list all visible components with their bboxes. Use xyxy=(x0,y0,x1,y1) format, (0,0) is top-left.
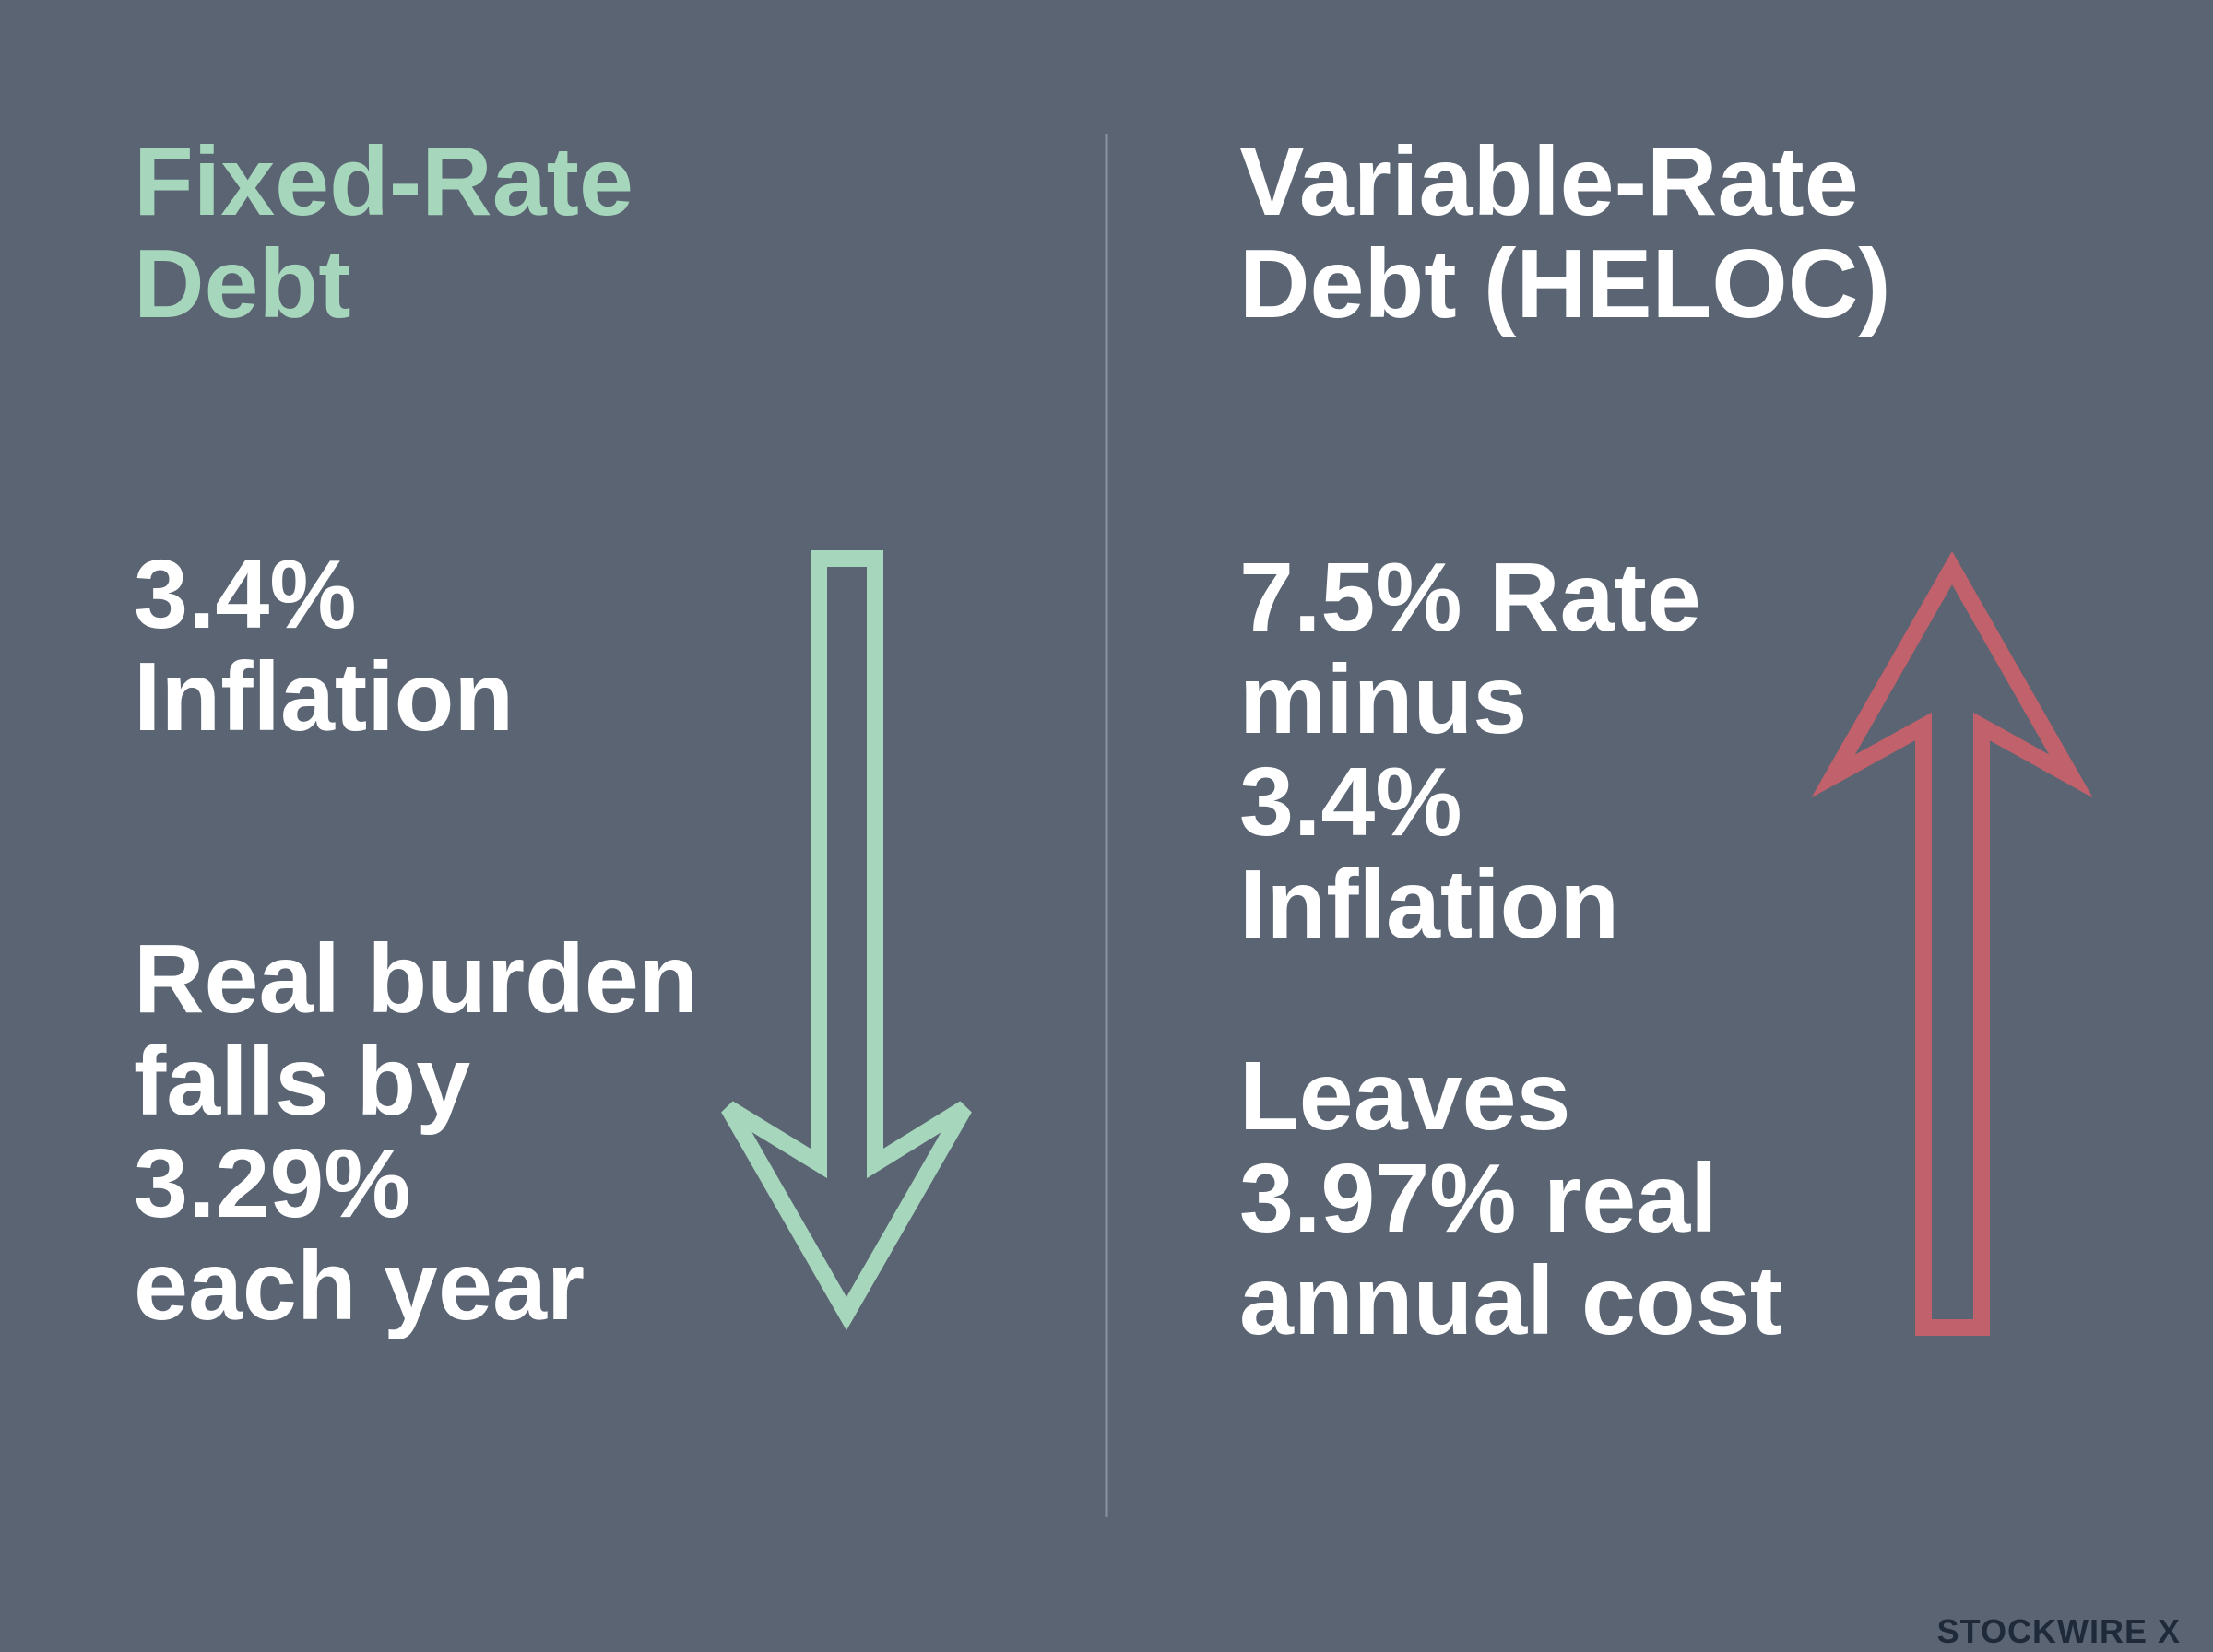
down-arrow xyxy=(721,550,972,1331)
left-result-line: Real burden xyxy=(134,925,699,1033)
left-title-line: Fixed-Rate xyxy=(134,127,633,236)
right-title-line: Variable-Rate xyxy=(1239,127,1859,236)
brand-logo: STOCKWIRE X xyxy=(1937,1612,2181,1650)
left-stat-line: 3.4% xyxy=(134,540,357,649)
left-result-line: falls by xyxy=(134,1027,470,1136)
up-arrow xyxy=(1811,550,2093,1336)
left-result-line: each year xyxy=(134,1232,585,1340)
right-stat-line: minus xyxy=(1239,645,1527,754)
left-result-line: 3.29% xyxy=(134,1129,411,1238)
right-stat-line: 7.5% Rate xyxy=(1239,543,1701,652)
right-result-line: Leaves xyxy=(1239,1042,1571,1150)
right-result-line: 3.97% real xyxy=(1239,1144,1718,1253)
right-result-line: annual cost xyxy=(1239,1246,1782,1355)
right-title-line: Debt (HELOC) xyxy=(1239,230,1891,338)
left-stat-line: Inflation xyxy=(134,643,514,751)
right-stat-line: Inflation xyxy=(1239,850,1619,959)
right-stat-line: 3.4% xyxy=(1239,748,1462,856)
left-title-line: Debt xyxy=(134,230,351,338)
